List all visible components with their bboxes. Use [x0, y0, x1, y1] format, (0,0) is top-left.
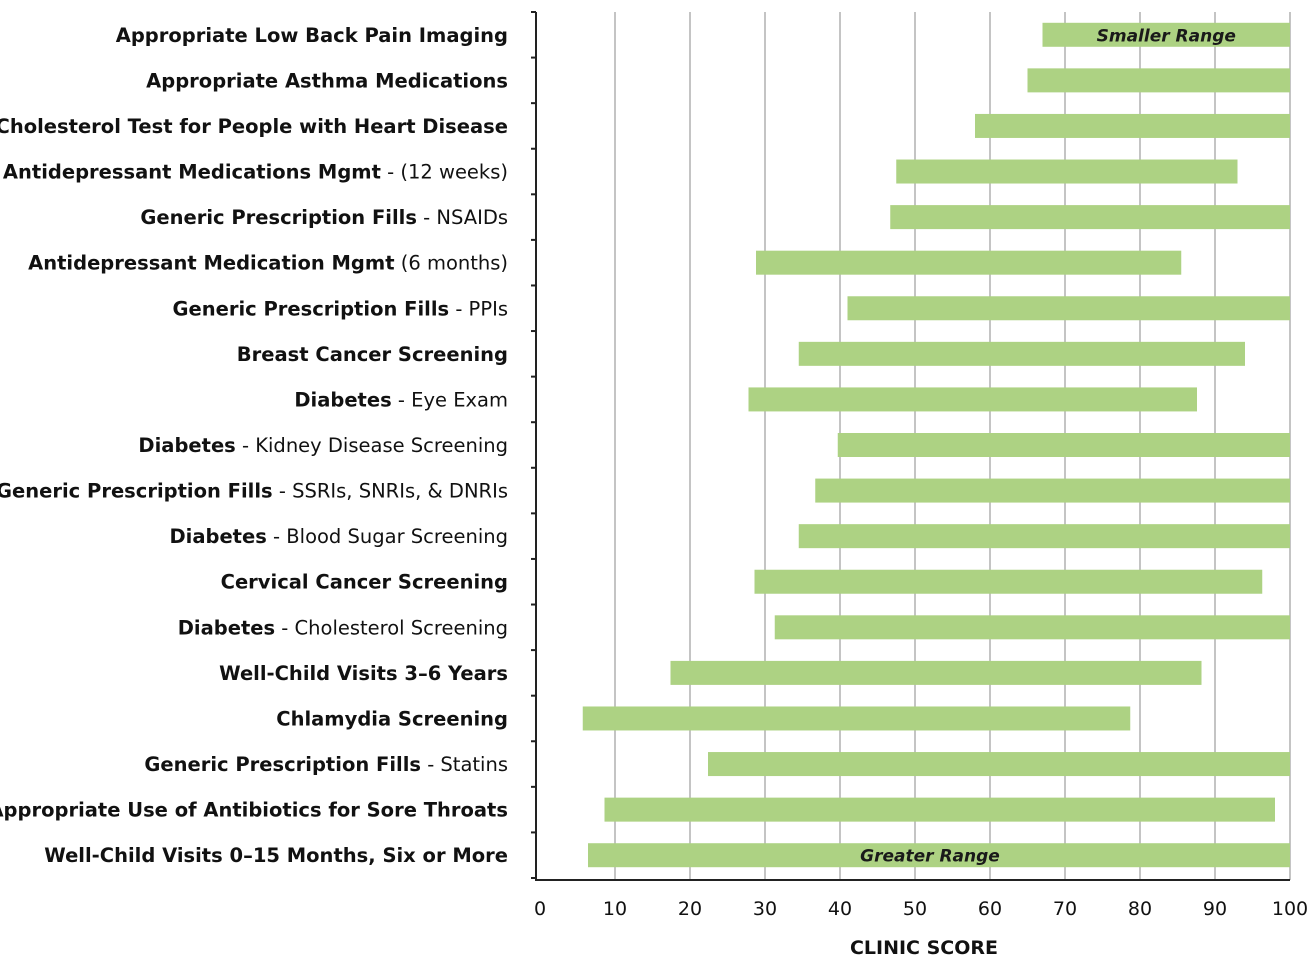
- x-tick-label-20: 20: [678, 898, 702, 920]
- category-label-bold-5: Antidepressant Medication Mgmt: [28, 252, 394, 275]
- category-label-bold-9: Diabetes: [138, 434, 235, 457]
- category-label-15: Chlamydia Screening: [276, 707, 508, 730]
- x-tick-label-100: 100: [1272, 898, 1308, 920]
- annotation-0: Smaller Range: [1097, 26, 1236, 46]
- category-label-rest-9: - Kidney Disease Screening: [236, 434, 508, 457]
- category-label-14: Well-Child Visits 3–6 Years: [219, 662, 508, 685]
- category-label-bold-18: Well-Child Visits 0–15 Months, Six or Mo…: [44, 844, 508, 867]
- bar-15: [582, 706, 1131, 731]
- category-label-16: Generic Prescription Fills - Statins: [144, 753, 508, 776]
- category-label-bold-16: Generic Prescription Fills: [144, 753, 421, 776]
- annotation-1: Greater Range: [860, 847, 1000, 867]
- category-label-bold-7: Breast Cancer Screening: [237, 343, 508, 366]
- category-label-9: Diabetes - Kidney Disease Screening: [138, 434, 508, 457]
- category-label-rest-6: - PPIs: [449, 297, 508, 320]
- bar-9: [837, 433, 1290, 457]
- category-label-rest-13: - Cholesterol Screening: [275, 616, 508, 639]
- x-tick-label-80: 80: [1128, 898, 1152, 920]
- bar-8: [748, 387, 1197, 412]
- category-label-bold-13: Diabetes: [178, 616, 275, 639]
- category-label-bold-2: Cholesterol Test for People with Heart D…: [0, 115, 508, 138]
- bar-1: [1027, 68, 1290, 93]
- category-label-7: Breast Cancer Screening: [237, 343, 508, 366]
- category-label-bold-10: Generic Prescription Fills: [0, 480, 273, 503]
- bar-13: [774, 615, 1290, 640]
- category-labels: Appropriate Low Back Pain Imaging Appropr…: [0, 24, 508, 867]
- category-label-5: Antidepressant Medication Mgmt (6 months…: [28, 252, 508, 275]
- x-tick-label-50: 50: [903, 898, 927, 920]
- category-label-rest-10: - SSRIs, SNRIs, & DNRIs: [273, 480, 508, 503]
- category-label-4: Generic Prescription Fills - NSAIDs: [140, 206, 508, 229]
- category-label-0: Appropriate Low Back Pain Imaging: [116, 24, 508, 47]
- category-label-13: Diabetes - Cholesterol Screening: [178, 616, 508, 639]
- category-label-bold-17: Appropriate Use of Antibiotics for Sore …: [0, 799, 508, 822]
- category-label-bold-1: Appropriate Asthma Medications: [146, 69, 508, 92]
- bar-3: [896, 159, 1238, 184]
- category-label-17: Appropriate Use of Antibiotics for Sore …: [0, 799, 508, 822]
- bar-18: [588, 843, 1290, 868]
- x-tick-label-60: 60: [978, 898, 1002, 920]
- category-label-bold-11: Diabetes: [169, 525, 266, 548]
- bar-11: [798, 524, 1290, 549]
- bar-4: [890, 205, 1290, 230]
- x-tick-label-70: 70: [1053, 898, 1077, 920]
- category-label-2: Cholesterol Test for People with Heart D…: [0, 115, 508, 138]
- bar-12: [754, 569, 1263, 594]
- x-tick-label-0: 0: [534, 898, 546, 920]
- category-label-bold-4: Generic Prescription Fills: [140, 206, 417, 229]
- category-label-bold-3: Antidepressant Medications Mgmt: [3, 161, 381, 184]
- category-label-bold-14: Well-Child Visits 3–6 Years: [219, 662, 508, 685]
- category-label-rest-8: - Eye Exam: [392, 388, 508, 411]
- category-label-3: Antidepressant Medications Mgmt - (12 we…: [3, 161, 508, 184]
- category-label-rest-4: - NSAIDs: [417, 206, 508, 229]
- category-label-12: Cervical Cancer Screening: [221, 571, 508, 594]
- category-label-rest-5: (6 months): [395, 252, 508, 275]
- category-label-1: Appropriate Asthma Medications: [146, 69, 508, 92]
- bar-16: [708, 752, 1290, 777]
- x-tick-label-10: 10: [603, 898, 627, 920]
- category-label-11: Diabetes - Blood Sugar Screening: [169, 525, 508, 548]
- bar-17: [604, 797, 1275, 822]
- annotations: Smaller Range Greater Range: [860, 26, 1236, 866]
- category-label-bold-0: Appropriate Low Back Pain Imaging: [116, 24, 508, 47]
- axes: 0 10 20 30 40 50 60 70 80 90 100: [531, 11, 1308, 920]
- category-label-bold-12: Cervical Cancer Screening: [221, 571, 508, 594]
- bar-10: [815, 478, 1290, 503]
- bar-7: [798, 341, 1245, 366]
- category-label-rest-11: - Blood Sugar Screening: [267, 525, 508, 548]
- bars: [582, 22, 1290, 868]
- category-label-18: Well-Child Visits 0–15 Months, Six or Mo…: [44, 844, 508, 867]
- category-label-rest-3: - (12 weeks): [381, 161, 508, 184]
- bar-6: [847, 296, 1290, 321]
- category-label-bold-15: Chlamydia Screening: [276, 707, 508, 730]
- bar-5: [756, 250, 1182, 275]
- x-axis-title: CLINIC SCORE: [850, 937, 998, 959]
- bar-2: [975, 113, 1290, 138]
- category-label-6: Generic Prescription Fills - PPIs: [173, 297, 508, 320]
- bar-0: [1042, 22, 1290, 47]
- category-label-bold-6: Generic Prescription Fills: [173, 297, 450, 320]
- x-tick-label-90: 90: [1203, 898, 1227, 920]
- category-label-bold-8: Diabetes: [294, 388, 391, 411]
- bar-14: [670, 660, 1202, 685]
- category-label-10: Generic Prescription Fills - SSRIs, SNRI…: [0, 480, 508, 503]
- category-label-rest-16: - Statins: [421, 753, 508, 776]
- x-tick-label-30: 30: [753, 898, 777, 920]
- category-label-8: Diabetes - Eye Exam: [294, 388, 508, 411]
- x-tick-label-40: 40: [828, 898, 852, 920]
